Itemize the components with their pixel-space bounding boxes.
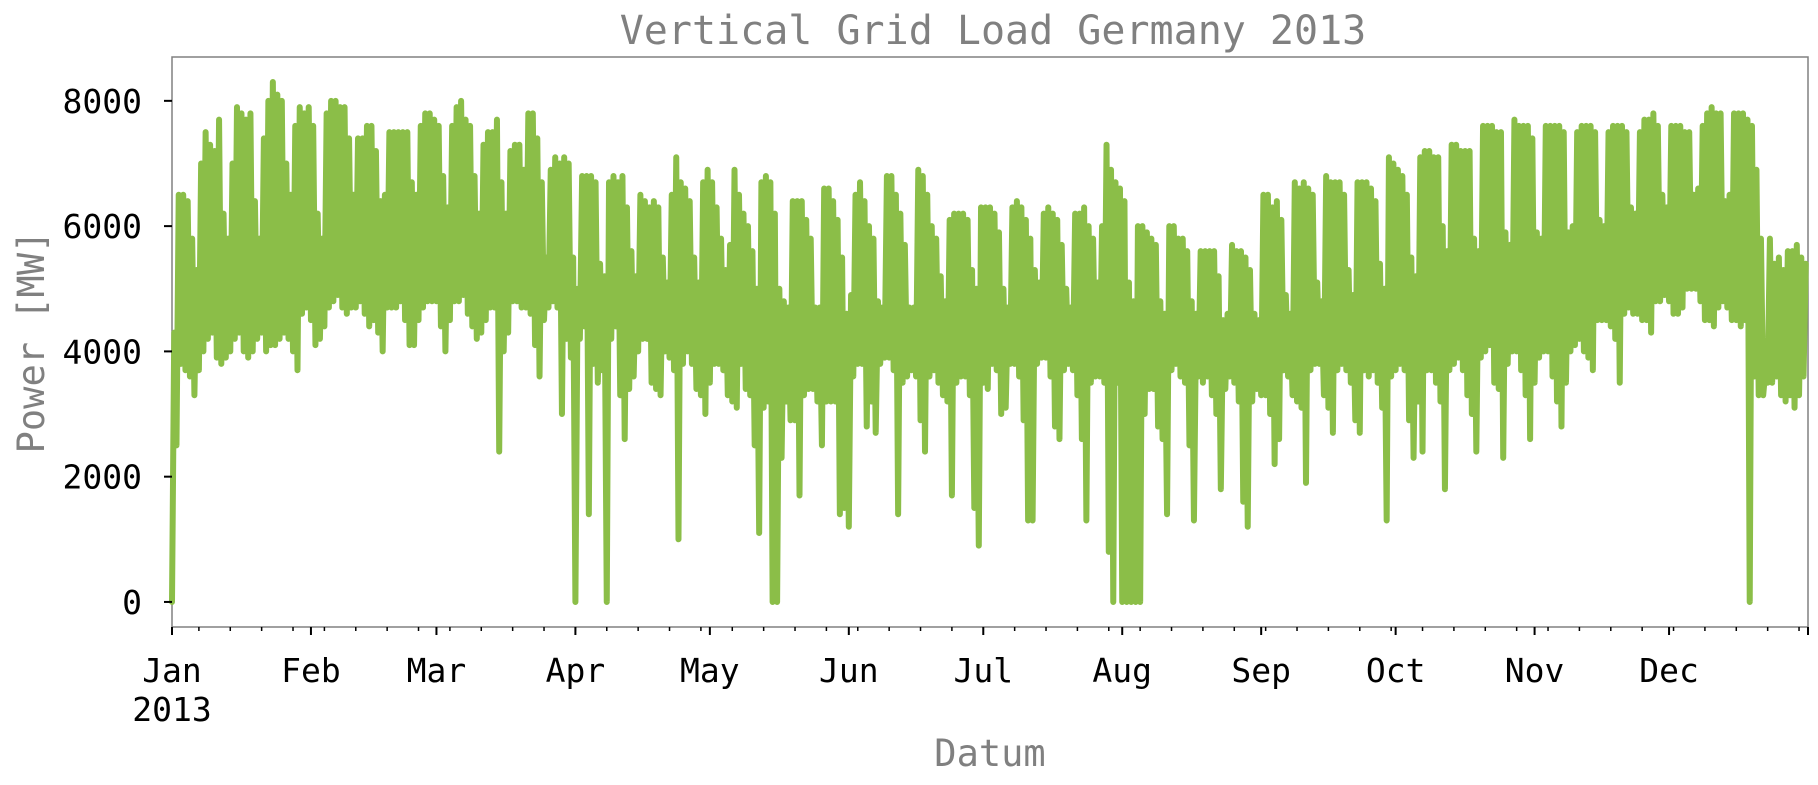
x-tick-label: May xyxy=(680,651,740,690)
x-tick-label: Jul xyxy=(953,651,1013,690)
x-tick-label: Nov xyxy=(1505,651,1565,690)
y-tick-label: 6000 xyxy=(63,207,142,246)
series-line xyxy=(169,79,1809,605)
y-tick-label: 4000 xyxy=(63,332,142,371)
x-tick-label: Jan xyxy=(142,651,202,690)
x-tick-label: Dec xyxy=(1639,651,1699,690)
y-tick-label: 8000 xyxy=(63,82,142,121)
series-layer xyxy=(169,79,1809,605)
chart-title: Vertical Grid Load Germany 2013 xyxy=(620,8,1367,54)
y-tick-label: 0 xyxy=(122,583,142,622)
y-axis-label: Power [MW] xyxy=(10,231,53,454)
x-tick-label: Oct xyxy=(1366,651,1426,690)
x-tick-label: Apr xyxy=(546,651,606,690)
x-tick-label: Mar xyxy=(407,651,467,690)
x-tick-label: Feb xyxy=(281,651,341,690)
y-tick-label: 2000 xyxy=(63,458,142,497)
x-tick-sublabel: 2013 xyxy=(132,690,211,729)
x-axis-label: Datum xyxy=(934,732,1045,775)
x-tick-label: Jun xyxy=(819,651,879,690)
y-axis: 0 2000 4000 6000 8000 xyxy=(63,82,172,622)
x-tick-label: Aug xyxy=(1092,651,1152,690)
x-tick-label: Sep xyxy=(1231,651,1291,690)
